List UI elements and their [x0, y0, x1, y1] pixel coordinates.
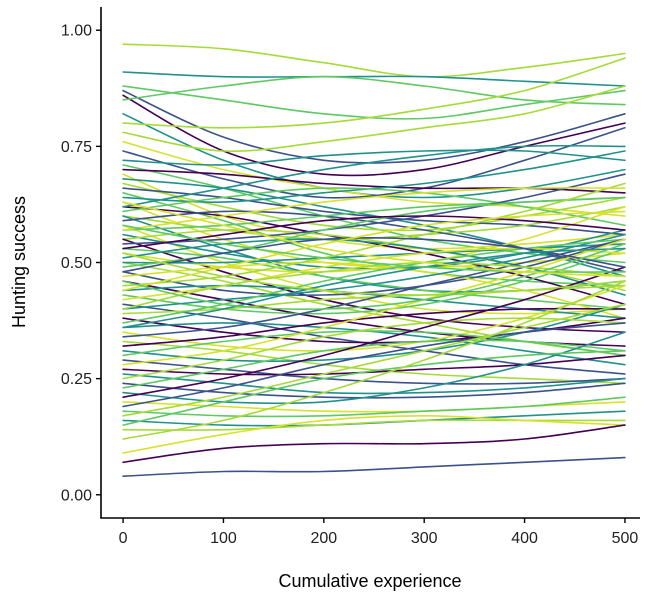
- y-tick-label: 0.50: [61, 255, 92, 272]
- series-line: [122, 303, 626, 375]
- series-line: [122, 75, 626, 106]
- series-line: [122, 252, 626, 296]
- series-line: [122, 182, 626, 232]
- x-tick-label: 0: [119, 530, 128, 547]
- y-tick-label: 0.75: [61, 139, 92, 156]
- series-line: [122, 354, 626, 376]
- series-line: [122, 224, 626, 315]
- series-line: [122, 206, 626, 273]
- x-tick-label: 500: [612, 530, 639, 547]
- y-axis-ticks: 0.00 0.25 0.50 0.75 1.00: [61, 23, 101, 504]
- series-line: [122, 164, 626, 264]
- series-line: [122, 456, 626, 477]
- series-line: [122, 236, 626, 273]
- y-axis-title: Hunting success: [9, 196, 29, 328]
- series-line: [122, 307, 626, 347]
- series-line: [122, 238, 626, 338]
- series-line: [122, 414, 626, 454]
- series-line: [122, 127, 626, 199]
- series-line: [122, 215, 626, 250]
- series-line: [122, 284, 626, 352]
- series-line: [122, 238, 626, 324]
- x-tick-label: 100: [210, 530, 237, 547]
- series-line: [122, 238, 626, 296]
- series-line: [122, 206, 626, 306]
- series-line: [122, 210, 626, 292]
- series-line: [122, 43, 626, 78]
- series-line: [122, 182, 626, 287]
- series-line: [122, 424, 626, 464]
- series-line: [122, 57, 626, 129]
- series-line: [122, 149, 626, 166]
- series-line: [122, 303, 626, 417]
- series-line: [122, 331, 626, 405]
- series-line: [122, 261, 626, 310]
- y-tick-label: 0.00: [61, 487, 92, 504]
- series-line: [122, 359, 626, 385]
- series-line: [122, 89, 626, 164]
- series-line: [122, 382, 626, 399]
- series-line: [122, 233, 626, 310]
- series-line: [122, 266, 626, 398]
- x-tick-label: 300: [411, 530, 438, 547]
- series-line: [122, 401, 626, 413]
- series-line: [122, 247, 626, 315]
- series-line: [122, 284, 626, 319]
- series-line: [122, 350, 626, 426]
- x-axis-title: Cumulative experience: [278, 571, 461, 591]
- series-line: [122, 280, 626, 440]
- series-line: [122, 85, 626, 120]
- series-line: [122, 340, 626, 385]
- series-line: [122, 173, 626, 245]
- series-line: [122, 85, 626, 153]
- series-line: [122, 94, 626, 177]
- series-line: [122, 322, 626, 408]
- series-line: [122, 238, 626, 296]
- x-tick-label: 400: [511, 530, 538, 547]
- series-line: [122, 187, 626, 231]
- x-tick-label: 200: [310, 530, 337, 547]
- series-line: [122, 339, 626, 389]
- series-line: [122, 247, 626, 329]
- series-line: [122, 144, 626, 208]
- series-line: [122, 303, 626, 363]
- series-line: [122, 373, 626, 395]
- series-line: [122, 201, 626, 278]
- y-tick-label: 0.25: [61, 371, 92, 388]
- series-line: [122, 396, 626, 418]
- x-axis-ticks: 0 100 200 300 400 500: [119, 518, 639, 547]
- series-lines: [122, 43, 626, 477]
- series-line: [122, 71, 626, 87]
- y-tick-label: 1.00: [61, 23, 92, 40]
